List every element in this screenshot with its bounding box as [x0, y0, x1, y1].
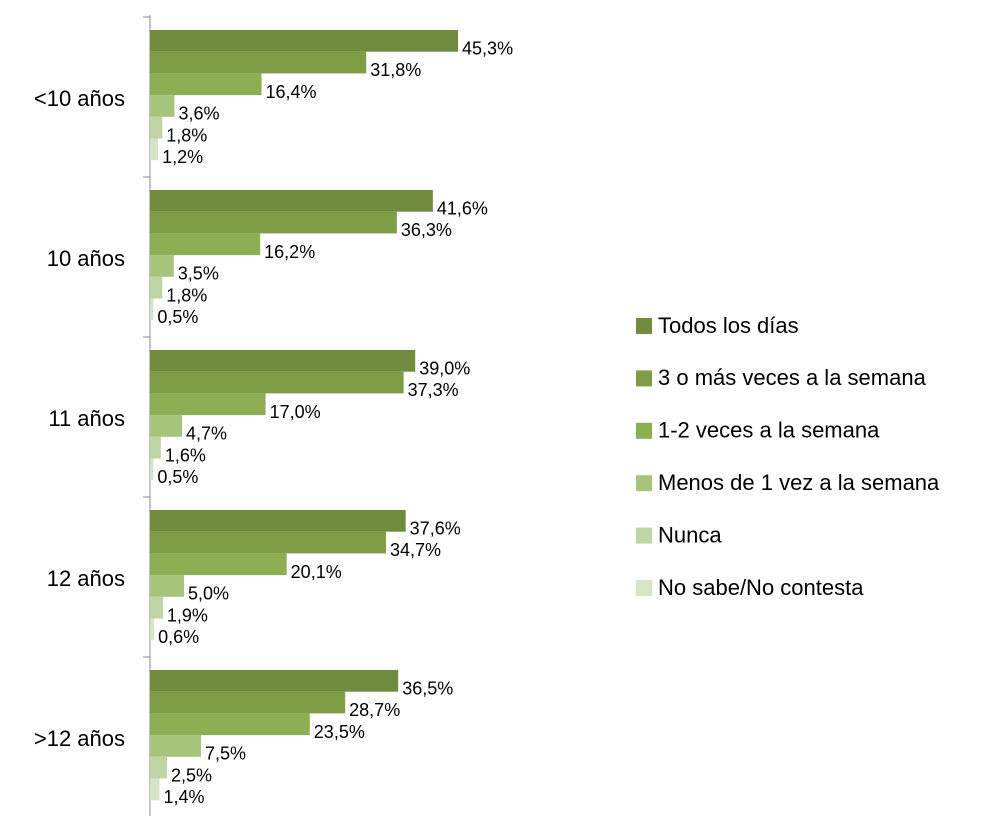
value-label: 2,5% — [171, 765, 212, 785]
value-label: 36,5% — [402, 678, 453, 698]
value-label: 28,7% — [349, 700, 400, 720]
bar — [150, 436, 161, 459]
bar — [150, 691, 346, 714]
bar — [150, 415, 182, 437]
bar — [150, 575, 184, 597]
value-label: 17,0% — [270, 402, 321, 422]
value-label: 16,2% — [264, 242, 315, 262]
bar — [150, 255, 174, 277]
bar — [150, 73, 262, 96]
bar — [150, 778, 160, 801]
legend-label: 1-2 veces a la semana — [658, 418, 880, 443]
legend-swatch — [636, 580, 652, 596]
category-label: <10 años — [34, 86, 125, 111]
bar — [150, 393, 266, 416]
bar — [150, 30, 459, 52]
legend-swatch — [636, 370, 652, 387]
value-label: 1,4% — [164, 787, 205, 807]
legend-swatch — [636, 475, 652, 492]
legend-label: Todos los días — [658, 313, 799, 338]
legend-label: Menos de 1 vez a la semana — [658, 470, 940, 495]
value-label: 3,6% — [178, 104, 219, 124]
bar — [150, 190, 433, 212]
bar — [150, 735, 201, 757]
legend-swatch — [636, 422, 652, 439]
bar — [150, 95, 175, 117]
legend-label: 3 o más veces a la semana — [658, 365, 927, 390]
bar — [150, 51, 367, 74]
value-label: 20,1% — [291, 562, 342, 582]
value-label: 1,9% — [167, 605, 208, 625]
value-label: 34,7% — [390, 540, 441, 560]
legend-swatch — [636, 318, 652, 334]
value-label: 1,2% — [162, 147, 203, 167]
category-label: >12 años — [34, 726, 125, 751]
value-label: 1,8% — [166, 285, 207, 305]
category-label: 10 años — [47, 246, 125, 271]
value-label: 41,6% — [437, 198, 488, 218]
value-label: 5,0% — [188, 584, 229, 604]
bar — [150, 350, 416, 372]
value-label: 37,6% — [410, 518, 461, 538]
legend-label: No sabe/No contesta — [658, 575, 864, 600]
bar — [150, 596, 163, 619]
value-label: 3,5% — [178, 264, 219, 284]
value-label: 37,3% — [408, 380, 459, 400]
bar — [150, 531, 386, 554]
value-label: 16,4% — [266, 82, 317, 102]
legend-swatch — [636, 527, 652, 544]
bar — [150, 670, 399, 692]
bar — [150, 618, 155, 641]
bar — [150, 116, 163, 139]
category-label: 12 años — [47, 566, 125, 591]
value-label: 0,5% — [157, 467, 198, 487]
bar — [150, 458, 154, 481]
bar — [150, 553, 287, 576]
bar — [150, 233, 261, 256]
value-label: 4,7% — [186, 424, 227, 444]
bar — [150, 510, 406, 532]
bar — [150, 756, 167, 779]
bar — [150, 298, 154, 321]
value-label: 0,5% — [157, 307, 198, 327]
value-label: 36,3% — [401, 220, 452, 240]
value-label: 23,5% — [314, 722, 365, 742]
value-label: 39,0% — [419, 358, 470, 378]
value-label: 31,8% — [370, 60, 421, 80]
value-label: 1,8% — [166, 125, 207, 145]
bar — [150, 276, 163, 299]
value-label: 7,5% — [205, 744, 246, 764]
value-label: 0,6% — [158, 627, 199, 647]
bar — [150, 211, 397, 234]
bar — [150, 138, 159, 161]
bar — [150, 713, 310, 736]
category-label: 11 años — [48, 406, 125, 431]
value-label: 1,6% — [165, 445, 206, 465]
bar — [150, 371, 404, 394]
legend-label: Nunca — [658, 522, 722, 547]
value-label: 45,3% — [462, 38, 513, 58]
